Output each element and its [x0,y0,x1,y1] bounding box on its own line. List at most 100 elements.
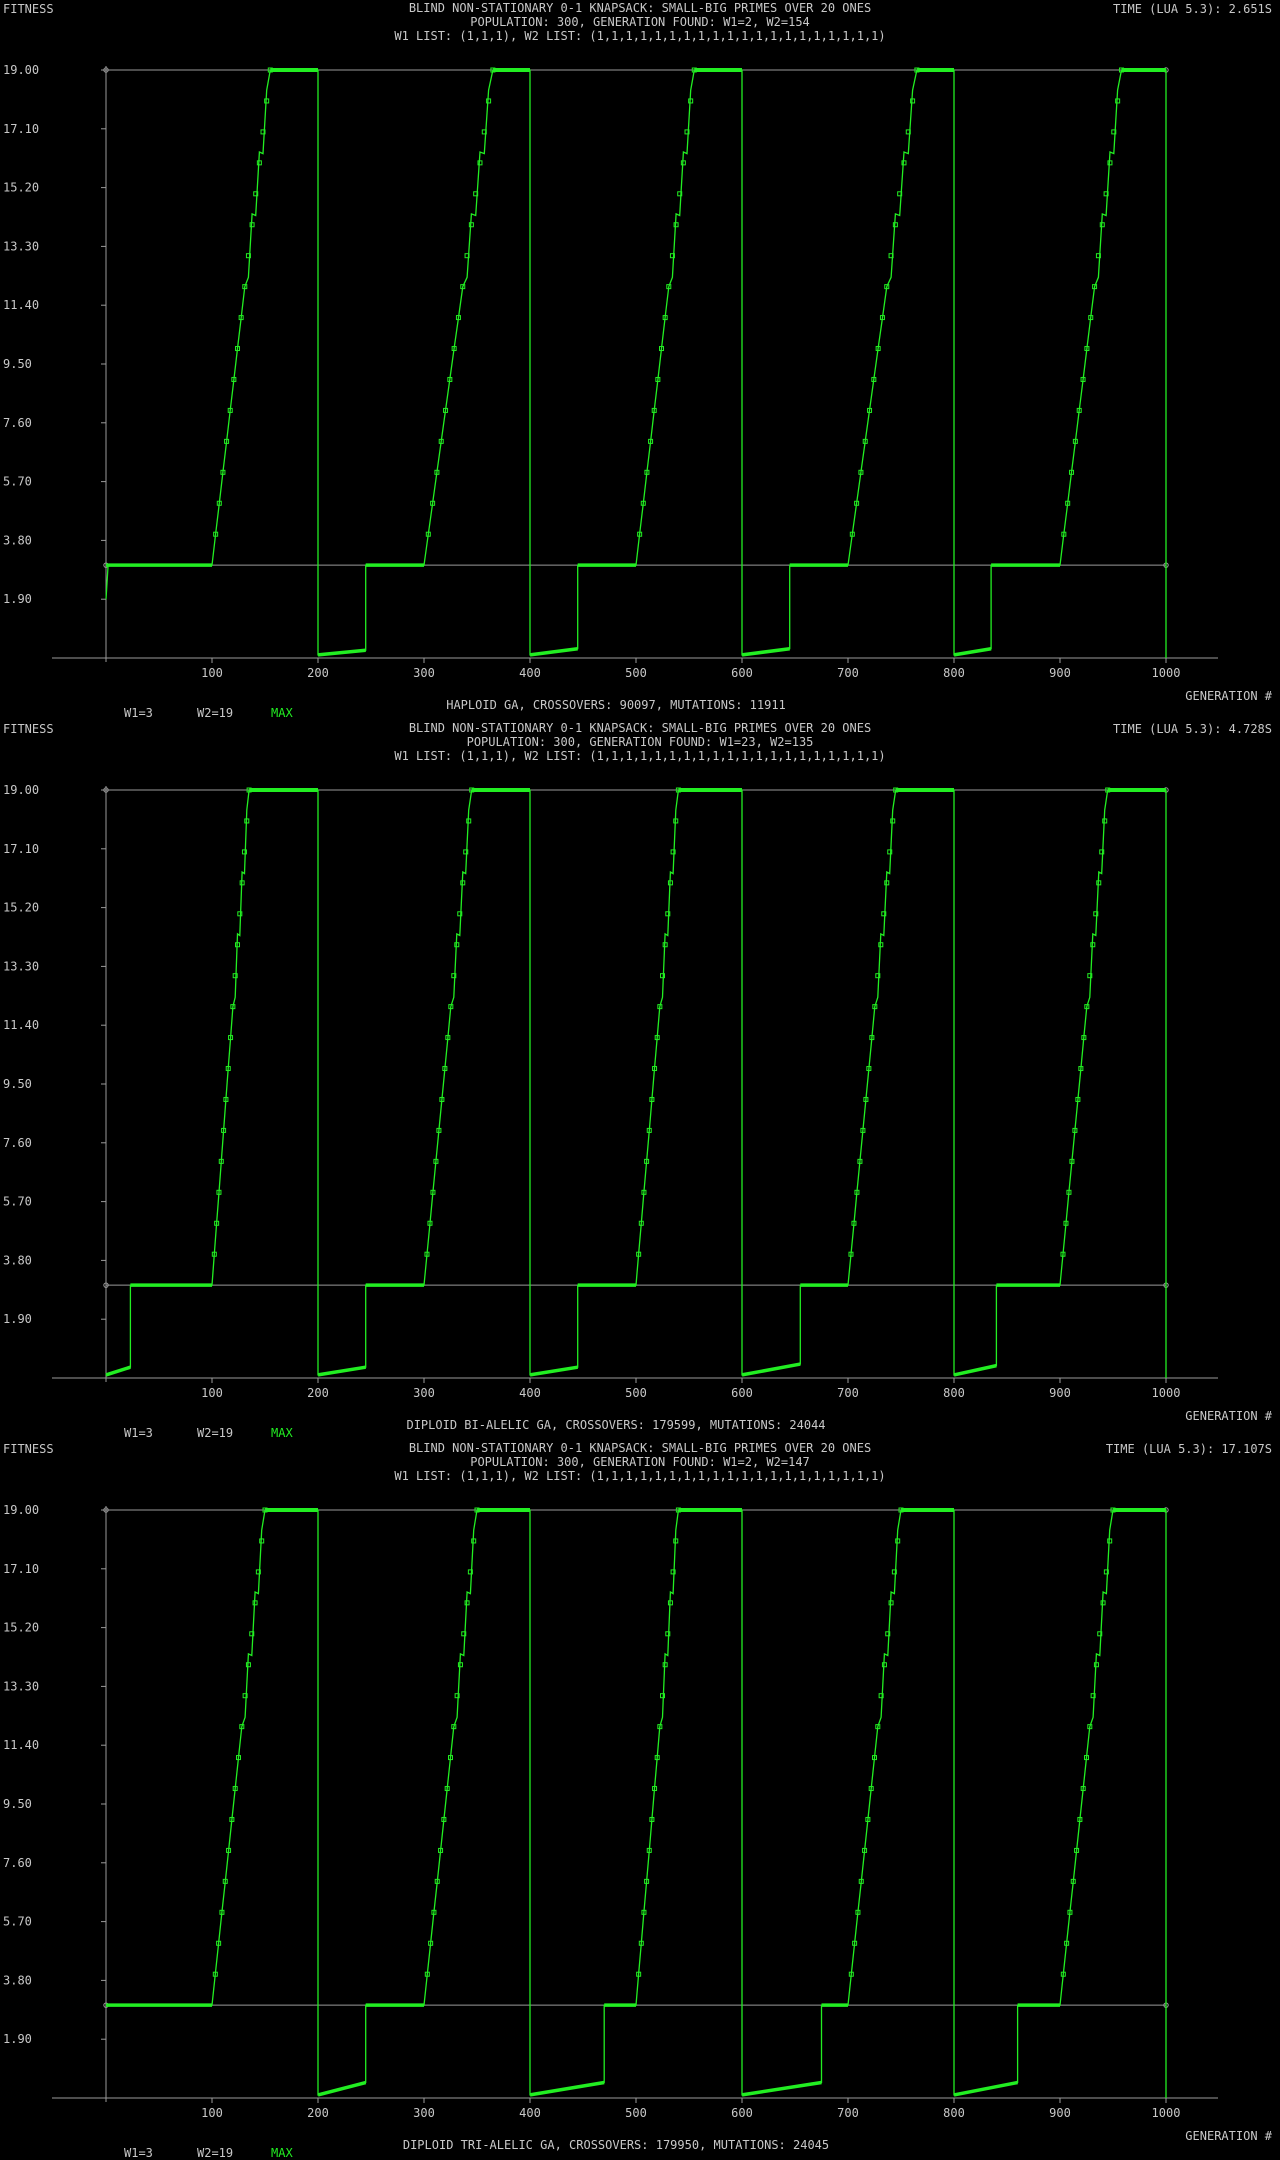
max-point [245,253,251,259]
max-point [427,1220,433,1226]
y-tick-label: 3.80 [3,533,32,547]
max-point [221,1127,227,1133]
max-point [858,1878,864,1884]
max-point [433,1158,439,1164]
max-low-bar [741,2080,822,2097]
chart-footer: HAPLOID GA, CROSSOVERS: 90097, MUTATIONS… [446,698,786,712]
x-tick-label: 200 [307,1386,329,1400]
y-tick-label: 19.00 [3,783,39,797]
max-point [881,911,887,917]
max-point [241,849,247,855]
max-point [1110,1507,1116,1513]
max-point [230,1004,236,1010]
max-point [237,911,243,917]
max-point [242,284,248,290]
max-point [232,1786,238,1792]
max-point [468,222,474,228]
max-point [881,1662,887,1668]
max-point [651,407,657,413]
max-point [863,1096,869,1102]
x-tick-label: 400 [519,1386,541,1400]
max-point [436,1127,442,1133]
max-point [862,438,868,444]
max-point [444,1786,450,1792]
y-tick-label: 7.60 [3,1856,32,1870]
x-tick-label: 100 [201,666,223,680]
max-point [1072,1127,1078,1133]
y-tick-label: 13.30 [3,1679,39,1693]
max-point [640,500,646,506]
legend-entry-w2: W2=19 [197,2146,233,2160]
max-point [673,222,679,228]
x-tick-label: 500 [625,1386,647,1400]
x-tick-label: 200 [307,2106,329,2120]
max-point [264,98,270,104]
y-tick-label: 7.60 [3,1136,32,1150]
max-point [1074,1847,1080,1853]
max-point [1107,1538,1113,1544]
max-point [649,1816,655,1822]
max-point [857,1158,863,1164]
max-point [872,1755,877,1761]
max-point [451,973,457,979]
max-low-bar [317,648,366,657]
series-end-point [103,1282,109,1288]
x-tick-label: 1000 [1152,666,1181,680]
max-point [638,1220,644,1226]
max-point [448,1755,453,1761]
max-point [466,818,472,824]
max-point [1099,222,1105,228]
chart-subtitle: POPULATION: 300, GENERATION FOUND: W1=2,… [470,15,810,29]
y-tick-label: 15.20 [3,181,39,195]
legend-entry-w1: W1=3 [124,2146,153,2160]
max-point [216,1189,222,1195]
max-point [646,1127,652,1133]
y-tick-label: 3.80 [3,1253,32,1267]
max-point [473,191,479,197]
x-tick-label: 300 [413,2106,435,2120]
max-point [464,1600,470,1606]
y-axis-label: FITNESS [3,1442,54,1456]
max-point [644,1878,650,1884]
max-point [871,376,877,382]
y-tick-label: 15.20 [3,1621,39,1635]
legend-entry-w2: W2=19 [197,706,233,720]
y-axis-label: FITNESS [3,722,54,736]
max-point [665,1631,671,1637]
max-point [1092,284,1098,290]
max-point [477,160,483,166]
max-point [424,1251,430,1257]
chart-panel-3: FITNESS BLIND NON-STATIONARY 0-1 KNAPSACK… [3,1441,1273,2160]
max-point [885,1631,891,1637]
max-point [1090,1693,1096,1699]
max-point [1111,129,1117,135]
max-point [875,973,881,979]
max-point [242,1693,248,1699]
max-point [442,1066,448,1072]
max-point [1077,1816,1083,1822]
max-point [848,1251,854,1257]
y-tick-label: 11.40 [3,298,39,312]
max-low-bar [953,646,992,657]
max-point [219,1909,225,1915]
max-point [662,942,668,948]
max-point [1093,1662,1099,1668]
max-point [1107,160,1113,166]
max-point [1076,407,1082,413]
max-point [641,1909,647,1915]
max-point [236,1755,241,1761]
time-label: TIME (LUA 5.3): 2.651S [1113,2,1272,16]
max-point [638,1940,644,1946]
max-point [1084,1004,1090,1010]
max-low-bar [105,1365,131,1377]
max-point [652,1786,658,1792]
y-tick-label: 5.70 [3,1195,32,1209]
max-point [905,129,911,135]
max-point [463,849,469,855]
max-point [851,1220,857,1226]
max-point [1065,500,1071,506]
max-point [460,284,466,290]
max-point [455,315,461,321]
max-point [884,880,890,886]
